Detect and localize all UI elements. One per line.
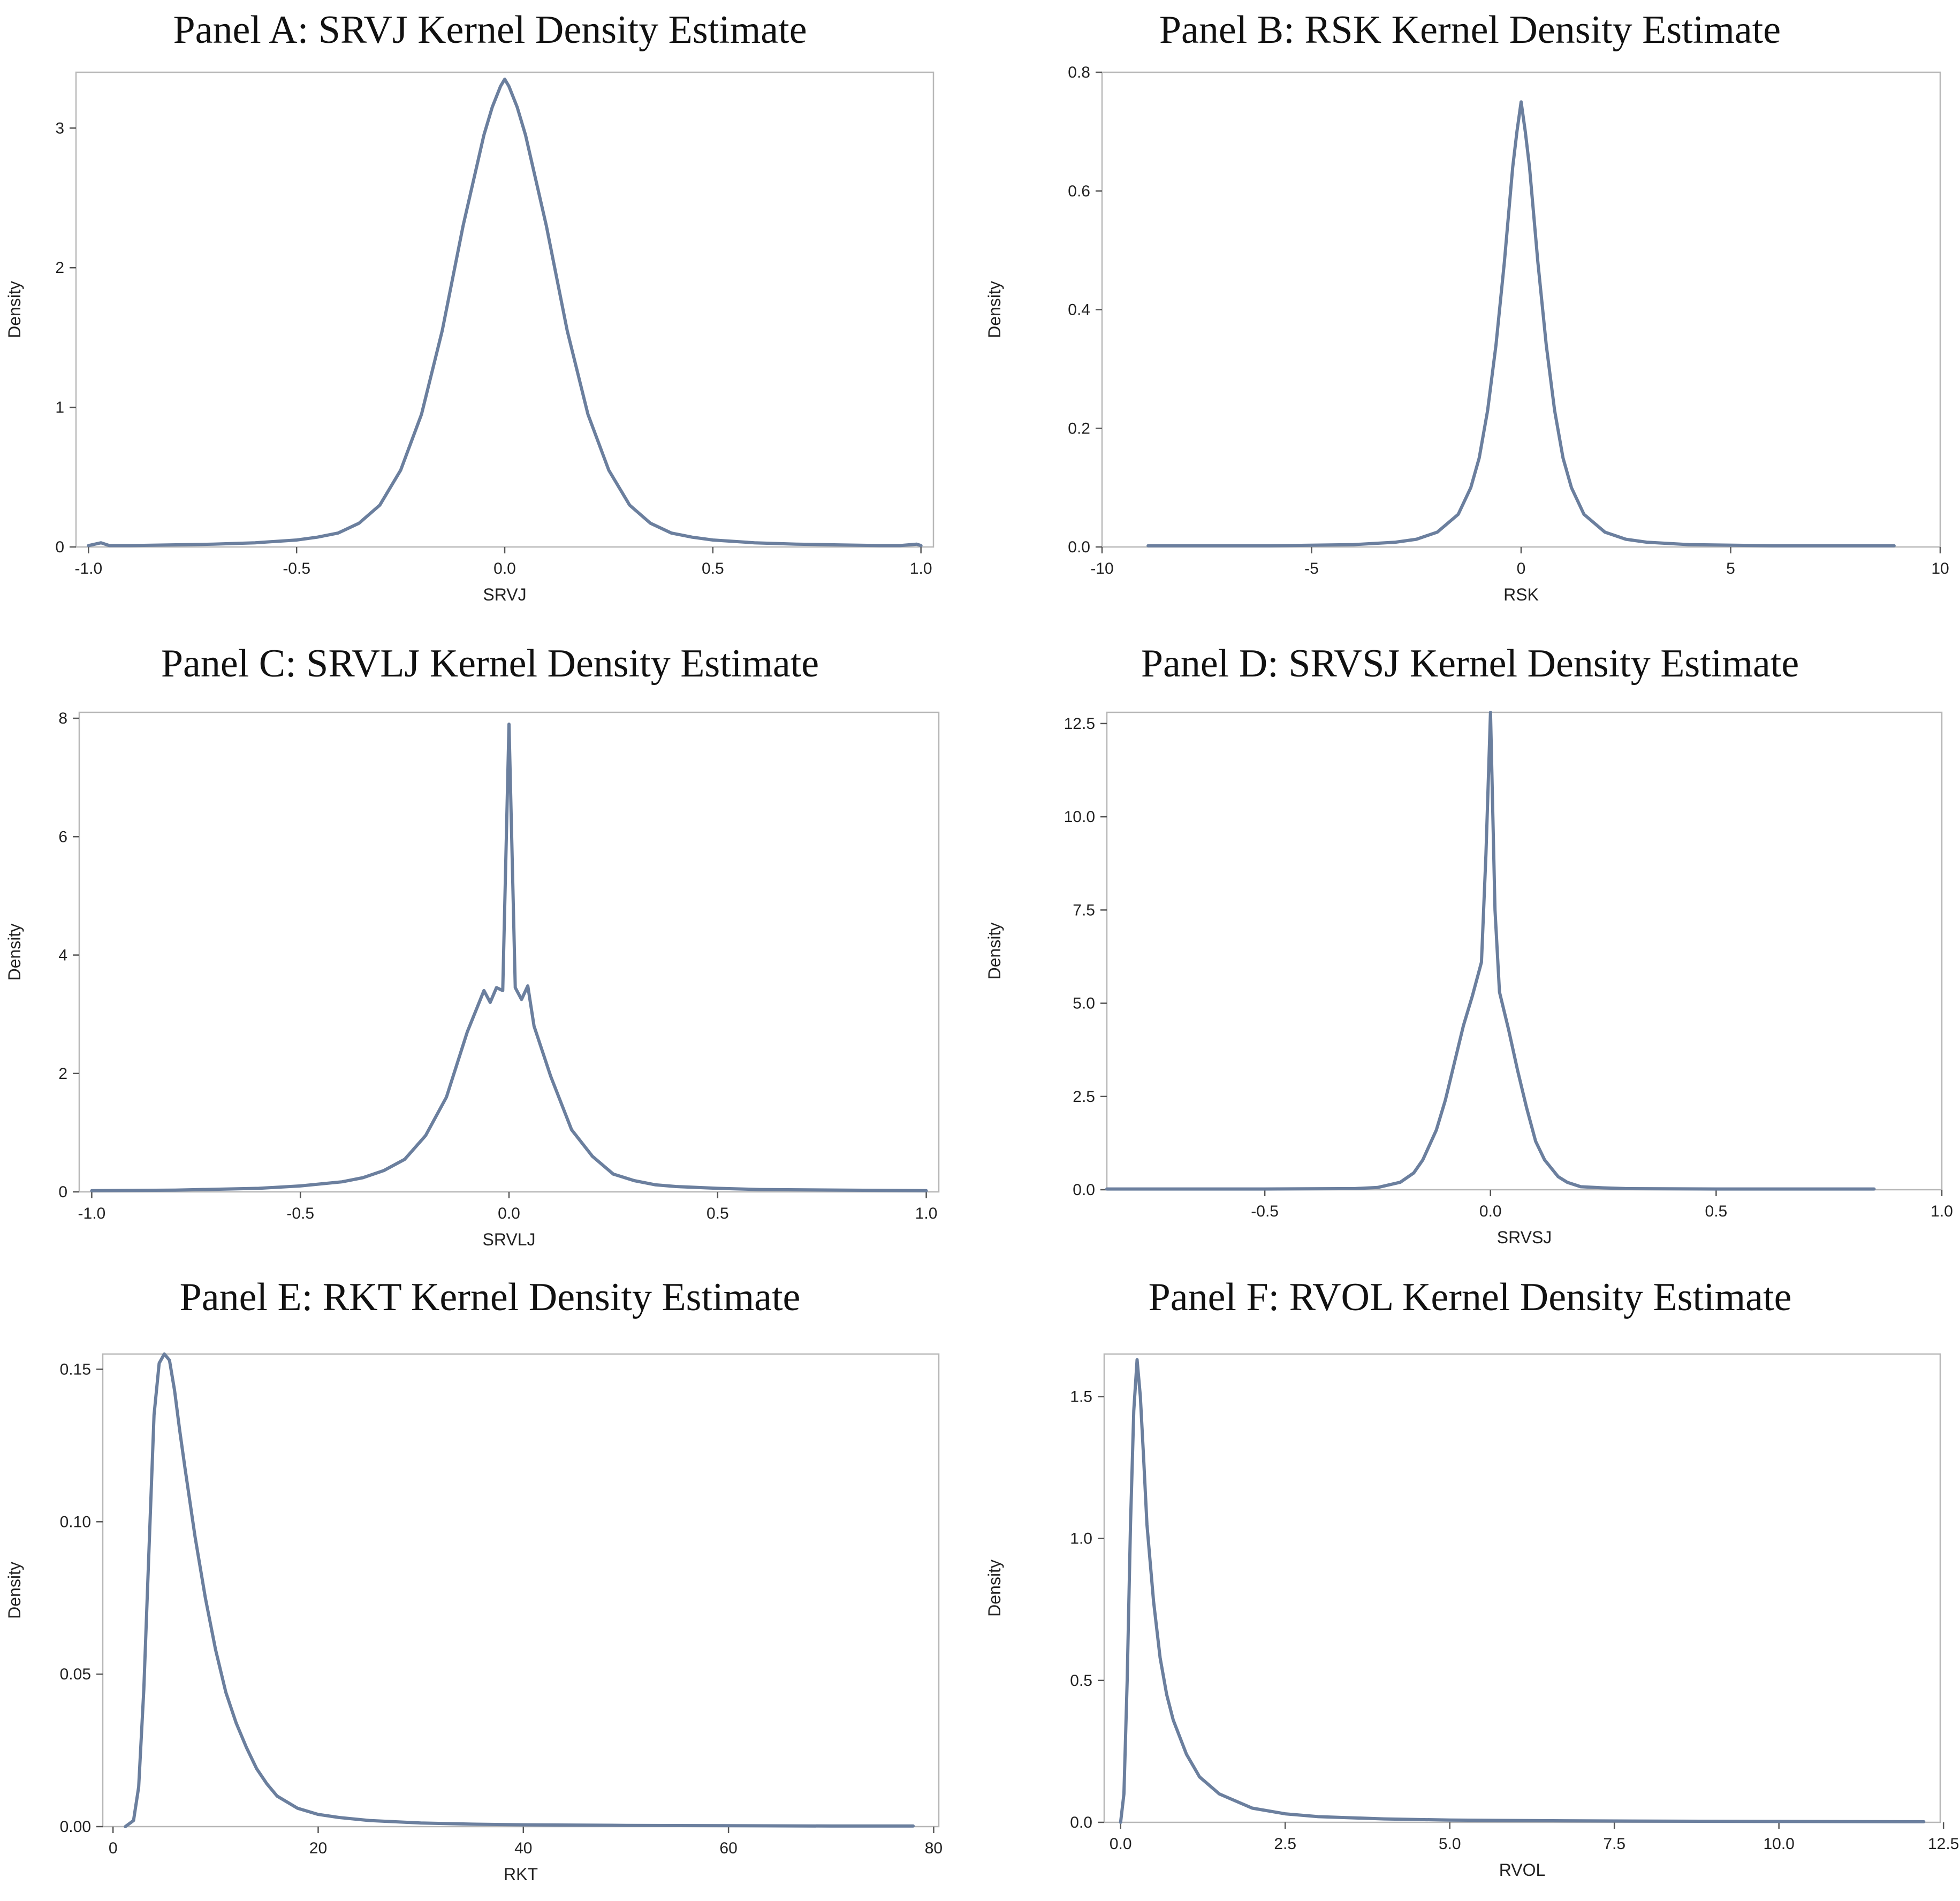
panel-c: Panel C: SRVLJ Kernel Density Estimate -… <box>0 634 980 1267</box>
panel-f-y-tick-label: 1.0 <box>1070 1530 1092 1548</box>
panel-b-plot-frame <box>1101 71 1941 548</box>
panel-a-x-tick-label: 0.0 <box>493 560 516 577</box>
panel-b-x-tick-label: 5 <box>1726 560 1735 577</box>
panel-a: Panel A: SRVJ Kernel Density Estimate -1… <box>0 0 980 634</box>
panel-b-x-tick-label: -5 <box>1304 560 1319 577</box>
panel-a-x-tick-label: 1.0 <box>910 560 932 577</box>
panel-e-chart: 0 20 40 60 80 0.00 0.05 0.10 0.15 RKT Density <box>5 1352 943 1884</box>
panel-c-y-tick-label: 6 <box>58 828 67 846</box>
panel-b-y-axis-label: Density <box>985 281 1004 338</box>
panel-c-y-tick-label: 2 <box>58 1065 67 1083</box>
panel-a-x-tick-label: -1.0 <box>74 560 102 577</box>
panel-e-x-tick-label: 40 <box>514 1839 532 1857</box>
panel-a-y-tick-label: 2 <box>55 259 64 277</box>
panel-a-plot-frame <box>75 71 935 548</box>
panel-d-y-tick-label: 7.5 <box>1073 901 1095 919</box>
panel-f-x-axis-label: RVOL <box>1499 1860 1546 1880</box>
panel-a-x-axis-label: SRVJ <box>483 585 526 604</box>
panel-b-x-tick-label: 10 <box>1931 560 1949 577</box>
panel-e-density-line <box>124 1352 915 1828</box>
panel-b-density-line <box>1146 100 1896 548</box>
panel-b-x-tick-label: 0 <box>1517 560 1526 577</box>
panel-e-y-tick-label: 0.10 <box>60 1513 91 1531</box>
panel-f-x-tick-label: 0.0 <box>1110 1835 1132 1853</box>
panel-e-y-tick-label: 0.15 <box>60 1360 91 1378</box>
panel-c-x-tick-label: 0.0 <box>498 1205 520 1222</box>
panel-e-y-tick-label: 0.00 <box>60 1818 91 1836</box>
panel-c-density-line <box>90 723 928 1192</box>
panel-d-x-axis-label: SRVSJ <box>1497 1228 1552 1247</box>
panel-d-x-tick-label: 1.0 <box>1931 1203 1953 1220</box>
panel-e-x-axis-label: RKT <box>504 1865 538 1884</box>
panel-c-x-tick-label: 1.0 <box>915 1205 938 1222</box>
panel-a-x-tick-label: -0.5 <box>283 560 310 577</box>
panel-f-x-tick-label: 10.0 <box>1763 1835 1794 1853</box>
panel-b-y-tick-label: 0.4 <box>1068 301 1090 319</box>
panel-b: Panel B: RSK Kernel Density Estimate -10… <box>980 0 1960 634</box>
panel-a-y-tick-label: 0 <box>55 538 64 556</box>
panel-a-y-tick-label: 1 <box>55 399 64 416</box>
panel-b-y-tick-label: 0.2 <box>1068 420 1090 437</box>
panel-c-y-tick-label: 0 <box>58 1183 67 1201</box>
panel-d-title: Panel D: SRVSJ Kernel Density Estimate <box>1141 642 1799 686</box>
panel-d: Panel D: SRVSJ Kernel Density Estimate -… <box>980 634 1960 1267</box>
panel-d-y-tick-label: 0.0 <box>1073 1181 1095 1199</box>
panel-a-title: Panel A: SRVJ Kernel Density Estimate <box>173 8 807 52</box>
panel-f-x-tick-label: 7.5 <box>1603 1835 1625 1853</box>
panel-e-x-tick-label: 80 <box>925 1839 943 1857</box>
panel-e-x-tick-label: 20 <box>309 1839 327 1857</box>
panel-d-x-tick-label: 0.5 <box>1705 1203 1728 1220</box>
panel-c-x-tick-label: -1.0 <box>78 1205 106 1222</box>
panel-d-chart: -0.5 0.0 0.5 1.0 0.0 2.5 5.0 7.5 10.0 12.5 SRVSJ De… <box>985 711 1953 1247</box>
panel-d-y-tick-label: 10.0 <box>1064 808 1095 826</box>
panel-f-y-tick-label: 1.5 <box>1070 1388 1092 1406</box>
panel-d-y-tick-label: 5.0 <box>1073 995 1095 1013</box>
panel-b-y-tick-label: 0.0 <box>1068 538 1090 556</box>
panel-d-y-axis-label: Density <box>985 923 1004 980</box>
panel-e-y-axis-label: Density <box>5 1562 24 1619</box>
panel-b-y-tick-label: 0.6 <box>1068 183 1090 200</box>
panel-f-y-axis-label: Density <box>985 1560 1004 1617</box>
panel-c-x-axis-label: SRVLJ <box>482 1230 535 1249</box>
panel-e-y-tick-label: 0.05 <box>60 1666 91 1683</box>
panel-d-plot-frame <box>1106 711 1943 1191</box>
panel-d-y-tick-label: 2.5 <box>1073 1088 1095 1106</box>
panel-d-x-tick-label: 0.0 <box>1479 1203 1502 1220</box>
panel-d-y-tick-label: 12.5 <box>1064 715 1095 733</box>
panel-c-title: Panel C: SRVLJ Kernel Density Estimate <box>161 642 819 686</box>
panel-c-y-tick-label: 8 <box>58 710 67 727</box>
panel-f: Panel F: RVOL Kernel Density Estimate 0.… <box>980 1267 1960 1901</box>
panel-f-density-line <box>1119 1358 1926 1824</box>
panel-b-title: Panel B: RSK Kernel Density Estimate <box>1159 8 1781 52</box>
panel-f-x-tick-label: 5.0 <box>1439 1835 1461 1853</box>
panel-e-x-tick-label: 60 <box>719 1839 737 1857</box>
panel-c-y-axis-label: Density <box>5 924 24 981</box>
panel-d-density-line <box>1105 711 1876 1191</box>
panel-f-y-tick-label: 0.0 <box>1070 1814 1092 1831</box>
panel-e: Panel E: RKT Kernel Density Estimate 0 20… <box>0 1267 980 1901</box>
panel-a-y-tick-label: 3 <box>55 119 64 137</box>
panel-c-chart: -1.0 -0.5 0.0 0.5 1.0 0 2 4 6 8 SRVLJ Density <box>5 710 940 1249</box>
panel-a-density-line <box>87 78 923 548</box>
panel-e-title: Panel E: RKT Kernel Density Estimate <box>179 1275 801 1319</box>
panel-b-x-axis-label: RSK <box>1503 585 1539 604</box>
panel-c-x-tick-label: -0.5 <box>286 1205 314 1222</box>
panel-f-x-tick-label: 12.5 <box>1928 1835 1959 1853</box>
panel-b-y-tick-label: 0.8 <box>1068 64 1090 81</box>
panel-a-x-tick-label: 0.5 <box>702 560 724 577</box>
panel-f-plot-frame <box>1103 1353 1941 1823</box>
panel-b-x-tick-label: -10 <box>1090 560 1113 577</box>
panel-b-chart: -10 -5 0 5 10 0.0 0.2 0.4 0.6 0.8 RSK Density <box>985 64 1949 604</box>
panel-d-x-tick-label: -0.5 <box>1251 1203 1279 1220</box>
panel-c-x-tick-label: 0.5 <box>706 1205 729 1222</box>
panel-a-y-axis-label: Density <box>5 281 24 338</box>
panel-e-plot-frame <box>102 1353 940 1828</box>
panel-e-x-tick-label: 0 <box>109 1839 118 1857</box>
panel-f-y-tick-label: 0.5 <box>1070 1672 1092 1690</box>
panel-f-chart: 0.0 2.5 5.0 7.5 10.0 12.5 0.0 0.5 1.0 1.5 RVOL Dens… <box>985 1353 1959 1880</box>
panel-f-x-tick-label: 2.5 <box>1274 1835 1296 1853</box>
panel-c-y-tick-label: 4 <box>58 947 67 964</box>
panel-a-chart: -1.0 -0.5 0.0 0.5 1.0 0 1 2 3 SRVJ Density <box>5 71 935 604</box>
panel-f-title: Panel F: RVOL Kernel Density Estimate <box>1148 1275 1792 1319</box>
